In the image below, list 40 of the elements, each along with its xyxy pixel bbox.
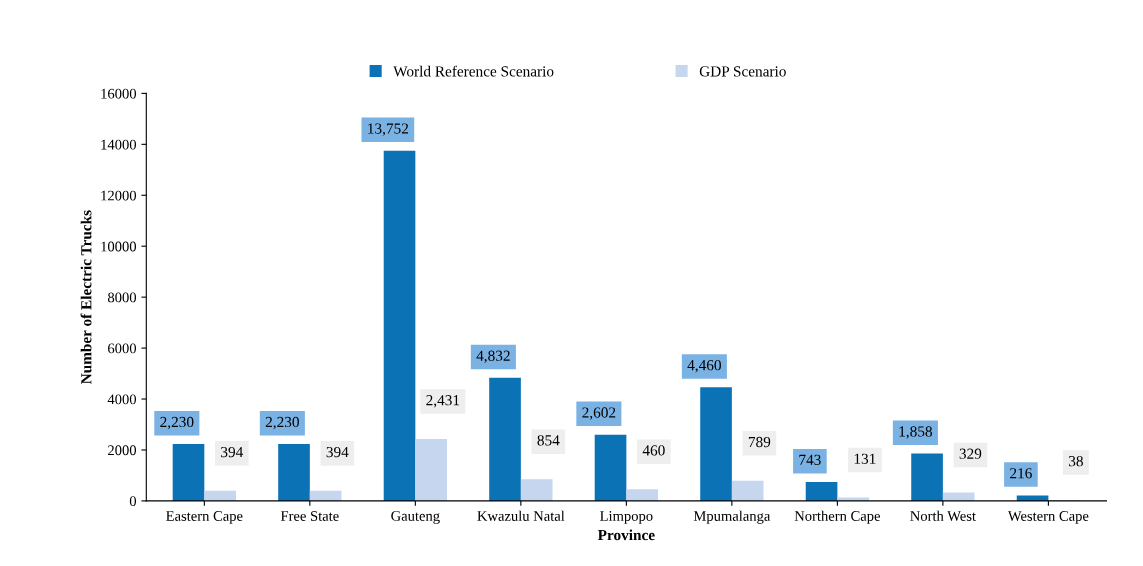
x-tick-label: Mpumalanga <box>693 510 771 524</box>
data-label: 13,752 <box>368 123 409 136</box>
y-tick-label: 4000 <box>107 394 137 405</box>
legend-label: World Reference Scenario <box>393 65 554 77</box>
data-label: 854 <box>537 435 560 446</box>
x-tick-label: North West <box>910 510 976 521</box>
data-label: 2,230 <box>160 416 194 430</box>
data-label: 216 <box>1010 468 1032 479</box>
y-tick-label: 10000 <box>101 241 137 252</box>
x-tick-label: Gauteng <box>391 511 440 524</box>
data-label: 1,858 <box>899 426 932 439</box>
x-axis-title: Province <box>597 529 655 541</box>
data-label: 2,431 <box>426 395 460 408</box>
data-label: 2,602 <box>582 407 616 420</box>
legend-label: GDP Scenario <box>699 66 786 77</box>
y-tick-label: 14000 <box>101 139 137 150</box>
y-tick-label: 6000 <box>108 343 137 354</box>
data-label: 329 <box>959 448 982 459</box>
data-label: 4,832 <box>476 350 510 364</box>
data-label: 2,230 <box>265 416 299 430</box>
y-tick-label: 16000 <box>101 88 137 99</box>
data-label: 789 <box>748 436 771 448</box>
y-axis-title: Number of Electric Trucks <box>80 210 92 385</box>
x-tick-label: Kwazulu Natal <box>477 510 565 521</box>
y-tick-label: 0 <box>129 496 137 507</box>
x-tick-label: Western Cape <box>1007 511 1089 524</box>
y-tick-label: 8000 <box>107 292 137 303</box>
x-tick-label: Northern Cape <box>794 510 880 524</box>
y-tick-label: 2000 <box>108 445 137 456</box>
data-label: 460 <box>642 445 665 456</box>
x-tick-label: Free State <box>280 511 339 521</box>
data-label: 394 <box>326 446 349 458</box>
data-label: 394 <box>221 446 244 458</box>
data-label: 743 <box>799 454 821 465</box>
data-label: 4,460 <box>687 360 721 373</box>
x-tick-label: Limpopo <box>600 511 653 524</box>
x-tick-label: Eastern Cape <box>166 511 243 524</box>
data-label: 131 <box>854 453 876 464</box>
y-tick-label: 12000 <box>101 190 137 201</box>
data-label: 38 <box>1068 455 1083 467</box>
